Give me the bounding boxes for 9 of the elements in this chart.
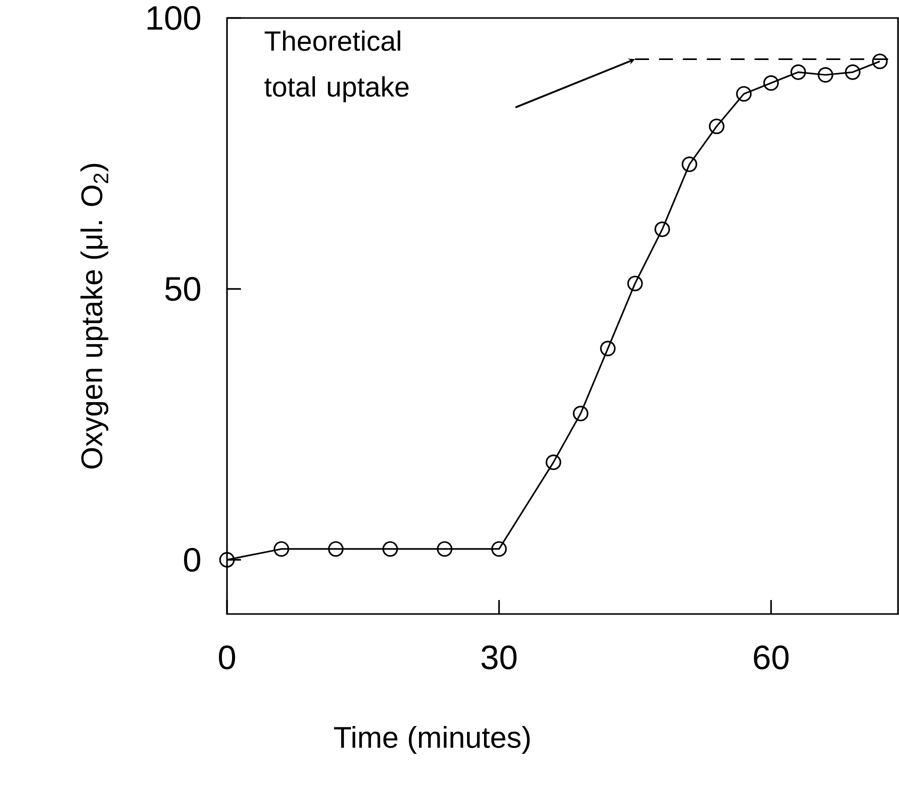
x-tick-label: 30 <box>481 645 517 670</box>
y-axis-title: Oxygen uptake (μl. O$_{2}$) <box>80 164 108 469</box>
x-axis-title: Time (minutes) <box>334 726 530 754</box>
x-tick-label: 60 <box>754 645 789 670</box>
annotation: Theoretical total uptake <box>264 30 409 102</box>
y-tick-label: 100 <box>148 6 200 30</box>
x-tick-label: 0 <box>218 645 236 670</box>
y-tick-label: 0 <box>184 548 200 572</box>
y-tick-label: 50 <box>165 276 200 301</box>
